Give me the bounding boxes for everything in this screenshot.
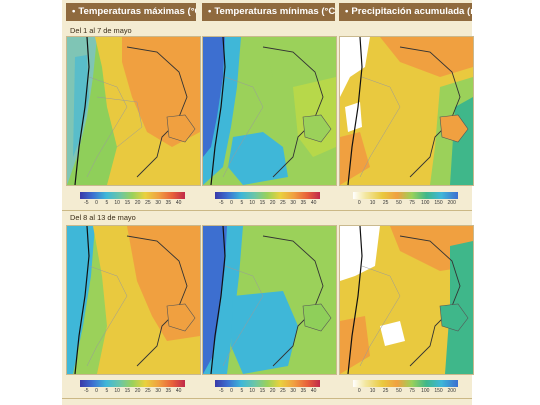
colorbar-tick-label: 35 [300,200,307,206]
colorbar-tick-label: 25 [280,388,286,394]
colorbar-tick-label: 20 [134,388,141,394]
colorbar-tick-label: 30 [155,388,161,394]
bullet: • [208,6,212,17]
colorbar-precip-2 [353,380,458,387]
colorbar-tick-label: 5 [240,200,244,206]
colorbar-tmax-1 [80,192,185,199]
period-label-1: Del 1 al 7 de mayo [70,26,132,35]
colorbar-tick-label: -5 [219,388,224,394]
bullet: • [345,6,349,17]
colorbar-tick-label: 150 [434,200,443,206]
colorbar-tick-label: 30 [155,200,161,206]
colorbar-tick-label: 0 [230,200,233,206]
colorbar-tick-label: 30 [290,388,296,394]
header-temp-max-title: Temperaturas máximas (°C) [78,6,196,17]
colorbar-tmax-2 [80,380,185,387]
colorbar-tmin-1 [215,192,320,199]
colorbar-tick-label: 150 [434,388,443,394]
colorbar-ticks-tmax-2: -5 0 5 10 15 20 25 30 35 40 [80,388,185,396]
colorbar-ticks-tmin-1: -5 0 5 10 15 20 25 30 35 40 [215,200,320,208]
header-precip-title: Precipitación acumulada (mm) [351,6,472,17]
colorbar-tick-label: 200 [447,200,456,206]
map-tmax-period2 [66,225,201,375]
colorbar-tick-label: 20 [269,388,276,394]
colorbar-tick-label: 0 [95,200,98,206]
colorbar-tmin-2 [215,380,320,387]
colorbar-tick-label: -5 [219,200,224,206]
map-tmin-period1 [202,36,337,186]
colorbar-tick-label: 25 [145,388,151,394]
colorbar-tick-label: 20 [269,200,276,206]
colorbar-tick-label: 10 [369,200,376,206]
colorbar-tick-label: 0 [95,388,98,394]
colorbar-tick-label: 25 [145,200,151,206]
colorbar-tick-label: 15 [259,388,266,394]
colorbar-tick-label: 35 [165,200,172,206]
colorbar-tick-label: -5 [84,388,89,394]
period-label-2: Del 8 al 13 de mayo [70,213,136,222]
map-tmin-period2 [202,225,337,375]
colorbar-ticks-precip-1: 0 10 25 50 75 100 150 200 [353,200,458,208]
divider [62,210,472,211]
colorbar-tick-label: 15 [124,200,131,206]
colorbar-tick-label: 30 [290,200,296,206]
colorbar-tick-label: 50 [396,388,402,394]
colorbar-tick-label: 15 [124,388,131,394]
header-temp-min-title: Temperaturas mínimas (°C) [214,6,335,17]
colorbar-tick-label: -5 [84,200,89,206]
colorbar-ticks-precip-2: 0 10 25 50 75 100 150 200 [353,388,458,396]
colorbar-tick-label: 200 [447,388,456,394]
colorbar-tick-label: 0 [357,388,361,394]
colorbar-ticks-tmin-2: -5 0 5 10 15 20 25 30 35 40 [215,388,320,396]
map-precip-period1 [339,36,474,186]
colorbar-tick-label: 25 [382,200,389,206]
header-precip: •Precipitación acumulada (mm) [339,3,472,21]
colorbar-ticks-tmax-1: -5 0 5 10 15 20 25 30 35 40 [80,200,185,208]
colorbar-tick-label: 10 [249,388,255,394]
colorbar-tick-label: 10 [114,388,120,394]
colorbar-tick-label: 100 [421,200,430,206]
colorbar-tick-label: 10 [114,200,120,206]
colorbar-tick-label: 50 [396,200,402,206]
colorbar-tick-label: 10 [249,200,255,206]
bullet: • [72,6,76,17]
colorbar-tick-label: 10 [369,388,376,394]
colorbar-tick-label: 40 [175,388,182,394]
colorbar-tick-label: 25 [280,200,286,206]
map-precip-period2 [339,225,474,375]
colorbar-tick-label: 25 [382,388,389,394]
colorbar-tick-label: 35 [165,388,172,394]
header-temp-min: • Temperaturas mínimas (°C) [202,3,335,21]
colorbar-tick-label: 75 [409,388,415,394]
colorbar-tick-label: 40 [175,200,182,206]
colorbar-tick-label: 0 [357,200,361,206]
header-temp-max: • Temperaturas máximas (°C) [66,3,196,21]
colorbar-precip-1 [353,192,458,199]
colorbar-tick-label: 0 [230,388,233,394]
colorbar-tick-label: 15 [259,200,266,206]
divider [62,398,472,399]
colorbar-tick-label: 35 [300,388,307,394]
colorbar-tick-label: 75 [409,200,415,206]
colorbar-tick-label: 5 [105,388,109,394]
colorbar-tick-label: 5 [105,200,109,206]
colorbar-tick-label: 20 [134,200,141,206]
colorbar-tick-label: 5 [240,388,244,394]
colorbar-tick-label: 40 [310,200,317,206]
colorbar-tick-label: 40 [310,388,317,394]
colorbar-tick-label: 100 [421,388,430,394]
map-tmax-period1 [66,36,201,186]
